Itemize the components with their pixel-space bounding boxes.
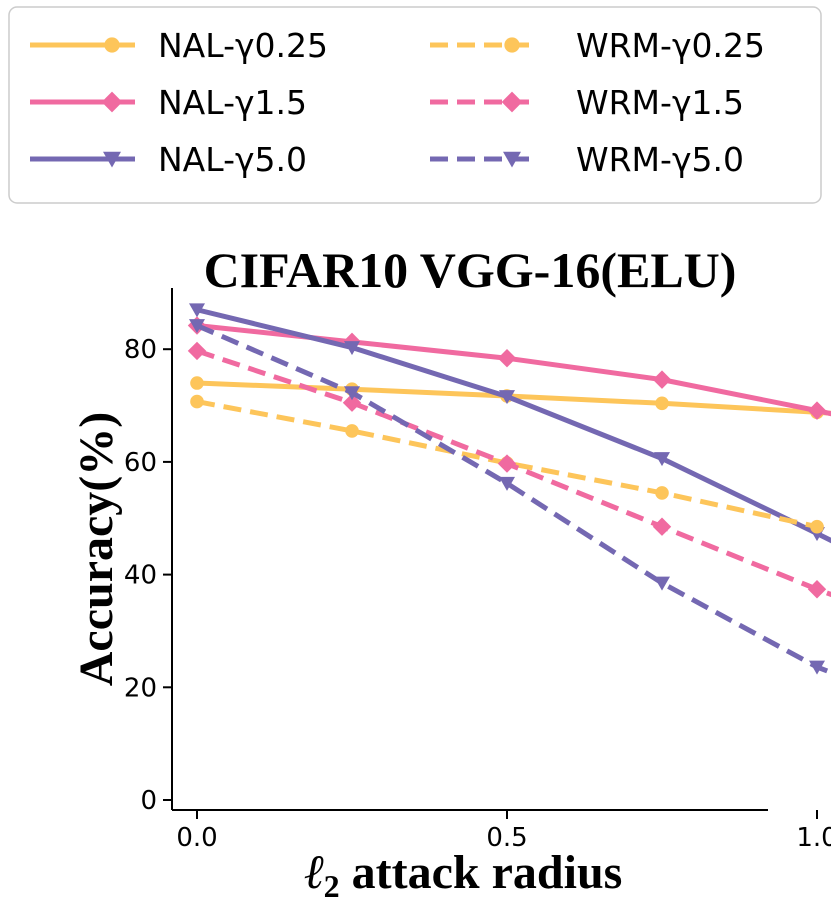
series-line bbox=[196, 323, 831, 676]
data-point bbox=[809, 660, 825, 675]
y-tick-label: 40 bbox=[124, 561, 157, 591]
series-WRM-γ5.0 bbox=[189, 319, 831, 676]
legend-entry: WRM-γ5.0 bbox=[430, 140, 744, 179]
data-point bbox=[499, 390, 515, 405]
series-NAL-γ1.5 bbox=[187, 316, 831, 420]
legend-marker bbox=[501, 91, 523, 113]
data-point bbox=[497, 454, 517, 473]
x-tick-label: 0.0 bbox=[176, 823, 217, 853]
data-point bbox=[190, 376, 204, 390]
data-point bbox=[652, 517, 672, 536]
series-line bbox=[196, 380, 831, 416]
legend-frame bbox=[8, 6, 822, 204]
x-axis-title-rest: attack radius bbox=[340, 846, 623, 899]
x-axis-title-ell: ℓ bbox=[304, 846, 324, 899]
data-point bbox=[654, 452, 670, 467]
x-tick-label: 0.5 bbox=[486, 823, 527, 853]
series-line bbox=[196, 348, 831, 598]
legend-label: WRM-γ5.0 bbox=[576, 140, 744, 179]
legend-marker bbox=[503, 151, 521, 168]
legend-marker bbox=[101, 91, 123, 113]
legend-label: WRM-γ0.25 bbox=[576, 26, 765, 65]
series-WRM-γ0.25 bbox=[190, 394, 831, 534]
legend-marker bbox=[104, 37, 120, 53]
legend-label: NAL-γ0.25 bbox=[158, 26, 328, 65]
y-tick-label: 20 bbox=[124, 673, 157, 703]
x-axis-title-sub: 2 bbox=[324, 868, 340, 904]
legend-label: NAL-γ1.5 bbox=[158, 83, 307, 122]
series-NAL-γ5.0 bbox=[189, 303, 831, 544]
data-point bbox=[344, 386, 360, 401]
y-axis-title: Accuracy(%) bbox=[70, 412, 123, 687]
series-line bbox=[196, 323, 831, 417]
y-tick-label: 0 bbox=[140, 786, 157, 816]
legend-label: NAL-γ5.0 bbox=[158, 140, 307, 179]
legend: NAL-γ0.25 NAL-γ1.5 NAL-γ5.0 WRM-γ0.25 WRM-γ1… bbox=[8, 6, 822, 204]
x-tick-label: 1.0 bbox=[796, 823, 831, 853]
data-point bbox=[807, 401, 827, 420]
legend-entry: WRM-γ1.5 bbox=[430, 83, 744, 122]
legend-label: WRM-γ1.5 bbox=[576, 83, 744, 122]
data-point bbox=[187, 341, 207, 361]
data-point bbox=[189, 319, 205, 334]
data-point bbox=[189, 303, 205, 318]
data-point bbox=[652, 370, 672, 389]
data-point bbox=[345, 424, 359, 438]
y-tick-label: 80 bbox=[124, 335, 157, 365]
series-NAL-γ0.25 bbox=[190, 376, 831, 420]
y-tick-label: 60 bbox=[124, 448, 157, 478]
data-point bbox=[655, 486, 669, 500]
series-line bbox=[196, 307, 831, 544]
legend-entry: NAL-γ1.5 bbox=[30, 83, 307, 122]
data-point bbox=[807, 580, 827, 599]
legend-entry: NAL-γ5.0 bbox=[30, 140, 307, 179]
data-point bbox=[655, 396, 669, 411]
legend-entry: NAL-γ0.25 bbox=[30, 26, 328, 65]
data-point bbox=[499, 476, 515, 491]
chart-title: CIFAR10 VGG-16(ELU) bbox=[204, 242, 737, 298]
x-axis-title: ℓ2 attack radius bbox=[304, 846, 623, 904]
legend-marker bbox=[504, 37, 520, 53]
legend-entry: WRM-γ0.25 bbox=[430, 26, 765, 65]
legend-marker bbox=[103, 151, 121, 168]
data-point bbox=[190, 394, 204, 409]
data-point bbox=[344, 341, 360, 356]
series-line bbox=[196, 399, 831, 533]
data-point bbox=[654, 576, 670, 591]
data-point bbox=[810, 519, 824, 534]
data-point bbox=[497, 349, 517, 368]
